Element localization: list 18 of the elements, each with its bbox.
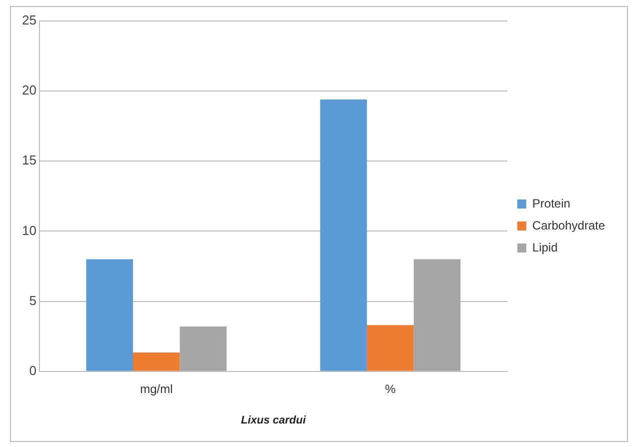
y-tick-label: 15 bbox=[22, 152, 36, 168]
y-tick-label: 10 bbox=[22, 222, 36, 238]
bar bbox=[414, 259, 461, 371]
y-tick-label: 5 bbox=[29, 292, 36, 308]
legend-label: Carbohydrate bbox=[532, 218, 606, 232]
x-tick-label: mg/ml bbox=[140, 382, 173, 396]
bar bbox=[133, 352, 180, 371]
bar bbox=[86, 259, 134, 371]
y-tick-label: 0 bbox=[29, 362, 36, 378]
y-tick-label: 20 bbox=[22, 82, 36, 98]
bar bbox=[320, 99, 367, 371]
legend-label: Protein bbox=[532, 196, 570, 210]
bar bbox=[180, 326, 227, 371]
legend-label: Lipid bbox=[532, 240, 558, 254]
x-axis-title: Lixus cardui bbox=[240, 414, 307, 426]
y-tick-label: 25 bbox=[22, 12, 36, 28]
x-tick-label: % bbox=[384, 382, 396, 396]
bar bbox=[366, 325, 414, 371]
